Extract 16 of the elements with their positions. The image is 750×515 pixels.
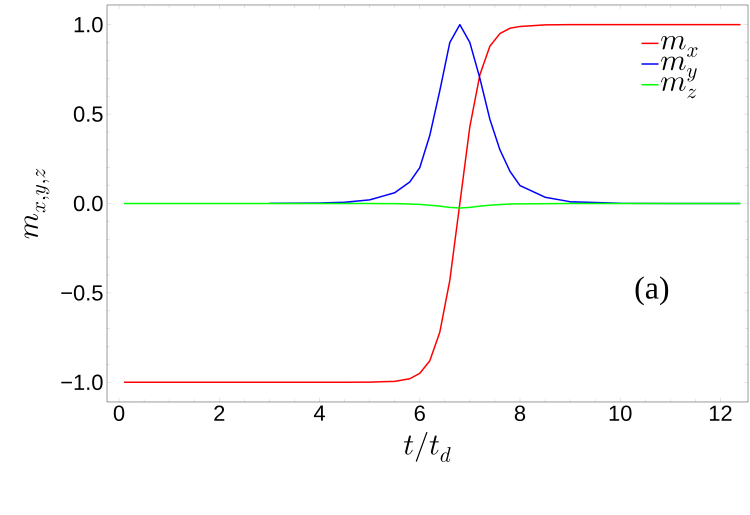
legend-label: $m_x$ xyxy=(661,36,698,57)
x-axis-title: $t/t_d$ xyxy=(404,432,451,462)
y-tick-label: 0.5 xyxy=(74,106,103,122)
x-tick-label: 6 xyxy=(414,405,425,422)
x-tick-label: 4 xyxy=(314,406,325,421)
x-tick-label: 8 xyxy=(514,405,526,422)
y-tick-label: 1.0 xyxy=(74,16,103,32)
y-tick-label: −0.5 xyxy=(61,285,103,301)
x-tick-label: 0 xyxy=(114,405,124,422)
x-tick-label: 10 xyxy=(610,405,632,422)
y-tick-label: −1.0 xyxy=(61,374,103,390)
y-axis-title: $m_{x,y,z}$ xyxy=(24,168,50,238)
x-tick-label: 12 xyxy=(710,405,732,421)
y-tick-label: 0.0 xyxy=(74,196,103,212)
annotation: (a) xyxy=(636,276,668,306)
x-tick-label: 2 xyxy=(214,405,224,421)
